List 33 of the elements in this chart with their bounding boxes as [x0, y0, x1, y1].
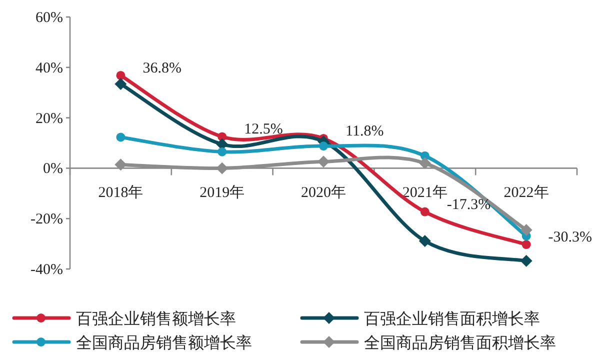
point — [420, 207, 430, 216]
point — [218, 147, 227, 156]
y-tick-label: 60% — [36, 10, 63, 26]
y-tick-label: 0% — [43, 161, 63, 178]
data-label: -17.3% — [446, 196, 491, 213]
x-tick-label: 2018年 — [98, 184, 144, 202]
point — [522, 240, 531, 250]
data-label: -30.3% — [548, 230, 592, 246]
x-tick-label: 2022年 — [504, 184, 549, 202]
data-label: 36.8% — [142, 60, 182, 76]
point — [116, 132, 126, 142]
point — [114, 78, 127, 90]
y-tick-label: -40% — [30, 262, 63, 278]
x-tick-label: 2019年 — [200, 184, 245, 202]
legend-label: 全国商品房销售面积增长率 — [364, 334, 556, 352]
point — [319, 142, 328, 151]
y-tick-label: 40% — [36, 60, 63, 76]
point — [418, 157, 431, 170]
point — [520, 254, 532, 267]
legend-label: 百强企业销售额增长率 — [76, 310, 236, 328]
legend-label: 全国商品房销售额增长率 — [76, 334, 252, 352]
data-label: 12.5% — [244, 122, 283, 138]
x-tick-label: 2021年 — [402, 184, 448, 202]
point — [318, 156, 330, 168]
point — [520, 224, 532, 236]
point — [116, 70, 126, 80]
y-tick-label: -20% — [30, 212, 63, 228]
legend-label: 百强企业销售面积增长率 — [364, 310, 540, 328]
y-tick-label: 20% — [36, 110, 63, 127]
data-label: 11.8% — [346, 123, 384, 140]
x-tick-label: 2020年 — [301, 184, 346, 202]
point — [418, 235, 431, 248]
point — [114, 158, 127, 171]
